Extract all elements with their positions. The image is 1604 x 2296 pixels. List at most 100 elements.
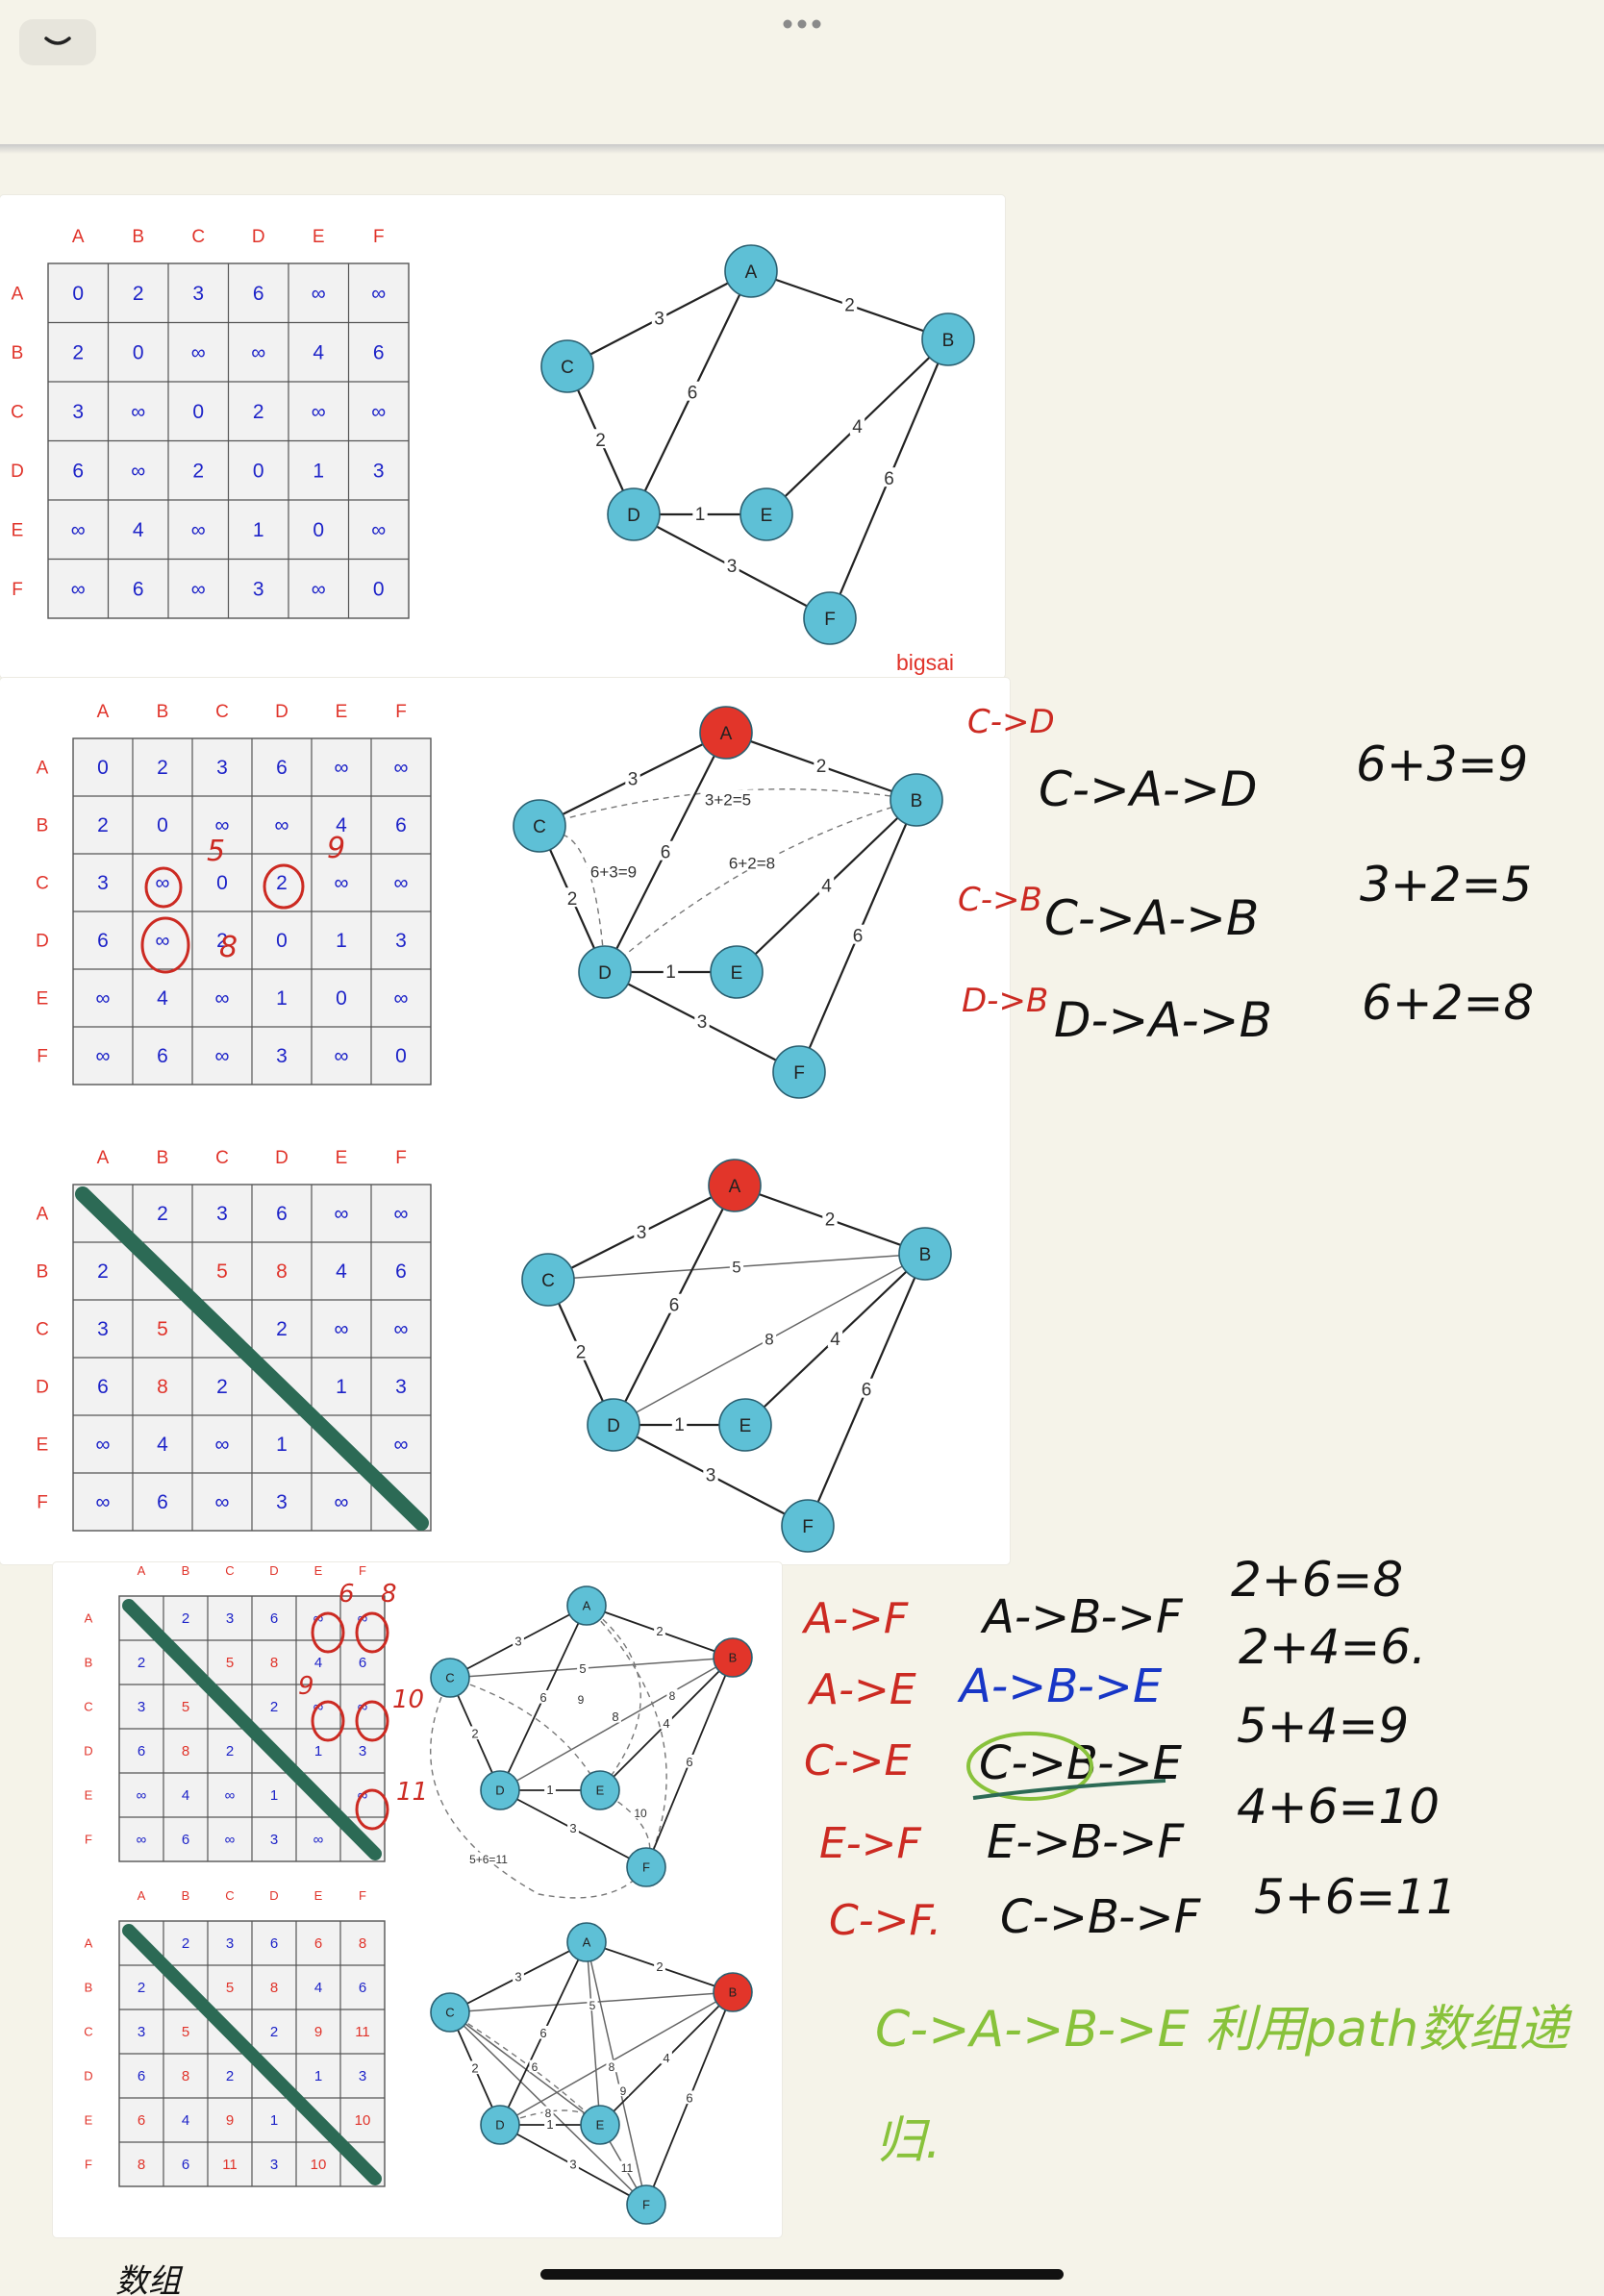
toolbar-shadow (0, 144, 1604, 154)
matrix-cell: 1 (336, 1376, 347, 1398)
row-header: B (85, 1656, 93, 1670)
matrix-cell: 10 (355, 2112, 371, 2129)
edge-label: 3 (697, 1012, 708, 1033)
edge-label-bg (465, 1852, 512, 1865)
edge-label-bg (544, 2116, 556, 2131)
cell-circle (140, 916, 190, 974)
dashed-label: 6+2=8 (729, 854, 775, 872)
matrix-cell: 2 (270, 1699, 278, 1715)
derived-label: 6 (532, 2060, 539, 2074)
diagonal-strike (75, 1186, 429, 1531)
column-header: E (314, 1888, 323, 1903)
graph-node (480, 1770, 520, 1810)
edge-label: 2 (844, 296, 855, 316)
edge-label-bg (666, 1688, 678, 1702)
matrix-cell: 11 (355, 2024, 370, 2040)
matrix-cell: 4 (314, 1655, 322, 1671)
matrix-cell: 4 (182, 2112, 189, 2129)
matrix-cell: ∞ (335, 1491, 349, 1513)
matrix-cell: 3 (276, 1491, 288, 1513)
matrix-cell: 2 (226, 1743, 234, 1759)
node-label: B (919, 1245, 932, 1265)
edge-label: 6 (686, 2091, 692, 2106)
matrix-cell: 6 (182, 2157, 189, 2173)
collapse-button[interactable] (19, 19, 96, 65)
matrix-cell: 2 (97, 814, 109, 836)
graph-node (803, 591, 857, 645)
graph-node (772, 1045, 826, 1099)
matrix-cell: 6 (395, 814, 407, 836)
matrix-cell: 2 (182, 1935, 189, 1952)
node-label: C (445, 1671, 454, 1685)
edge-label-bg (725, 853, 779, 871)
column-header: E (336, 1148, 348, 1168)
matrix-cell: 5 (226, 1655, 234, 1671)
matrix-cell: 1 (314, 2068, 322, 2084)
cell-circle (263, 863, 305, 910)
matrix-cell: ∞ (96, 1491, 111, 1513)
edge-label: 6 (661, 843, 671, 863)
column-header: B (182, 1888, 190, 1903)
matrix-cell: ∞ (131, 460, 145, 482)
matrix-cell: ∞ (131, 401, 145, 423)
matrix-cell: ∞ (225, 1787, 236, 1804)
edge-label: 4 (821, 877, 832, 897)
matrix-cell: 1 (276, 1434, 288, 1456)
matrix-cell: 3 (192, 283, 204, 305)
edge-label-bg (567, 2157, 579, 2171)
edge-label: 4 (830, 1330, 840, 1350)
matrix-cell: 0 (192, 401, 204, 423)
matrix-cell: 6 (359, 1980, 366, 1996)
highlight-underline (972, 1779, 1166, 1800)
graph-1: 3 2 6 2 4 6 1 3 A B C D E F (540, 244, 975, 645)
graph-node (607, 487, 661, 541)
matrix-cell: 6 (373, 341, 385, 363)
matrix-cell: 8 (270, 1655, 278, 1671)
cell-circle (355, 1700, 389, 1742)
matrix-1: A A B B C C D D E E F F 0 2 3 6 ∞ ∞ 2 0 ∞ ∞ 4 6 3 ∞ 0 2 ∞ ∞ 6 ∞ 2 0 1 3 ∞ 4 ∞ 1… (11, 227, 410, 619)
column-header: A (138, 1563, 146, 1578)
note-sum: 3+2=5 (1360, 857, 1532, 912)
note-sum: 5+6=11 (1254, 1869, 1457, 1925)
node-label: D (495, 1784, 504, 1798)
note-left: C->B (958, 881, 1042, 919)
more-dots-icon[interactable] (781, 17, 823, 31)
row-header: C (84, 1700, 92, 1714)
node-label: A (583, 1935, 591, 1950)
matrix-cell: 2 (192, 460, 204, 482)
matrix-cell: ∞ (394, 1318, 409, 1340)
row-header: D (36, 932, 49, 952)
matrix-cell: 2 (72, 341, 84, 363)
edge-label-bg (529, 2059, 540, 2073)
edge-label-bg (610, 1709, 621, 1723)
row-header: E (37, 1435, 49, 1456)
matrix-cell: ∞ (251, 341, 265, 363)
matrix-cell: ∞ (96, 1434, 111, 1456)
derived-label: 5 (589, 1999, 596, 2012)
column-header: C (191, 227, 205, 247)
row-header: F (12, 580, 23, 600)
node-label: D (607, 1416, 620, 1436)
edge-label-bg (822, 1208, 838, 1228)
top-bar (0, 0, 1604, 144)
edge-label-bg (513, 1969, 524, 1984)
matrix-cell: 6 (97, 930, 109, 952)
matrix-cell: ∞ (394, 1203, 409, 1225)
matrix-cell: ∞ (96, 1045, 111, 1067)
dashed-label: 3+2=5 (705, 790, 751, 809)
matrix-cell: 2 (157, 1203, 168, 1225)
dashed-label: 9 (578, 1693, 585, 1707)
green-note: 归. (875, 2112, 941, 2170)
note-path: A->B->E (957, 1660, 1163, 1713)
matrix-cell: ∞ (394, 987, 409, 1010)
matrix-cell: 3 (270, 1832, 278, 1848)
graph-node (580, 2105, 620, 2145)
note-path: C->A->B (1044, 890, 1259, 946)
edge-label: 3 (727, 557, 738, 577)
matrix-cell: ∞ (215, 814, 230, 836)
note-left: C->F. (829, 1896, 941, 1945)
matrix-cell: 0 (97, 757, 109, 779)
edge-label: 3 (637, 1223, 647, 1243)
matrix-cell: 6 (276, 1203, 288, 1225)
